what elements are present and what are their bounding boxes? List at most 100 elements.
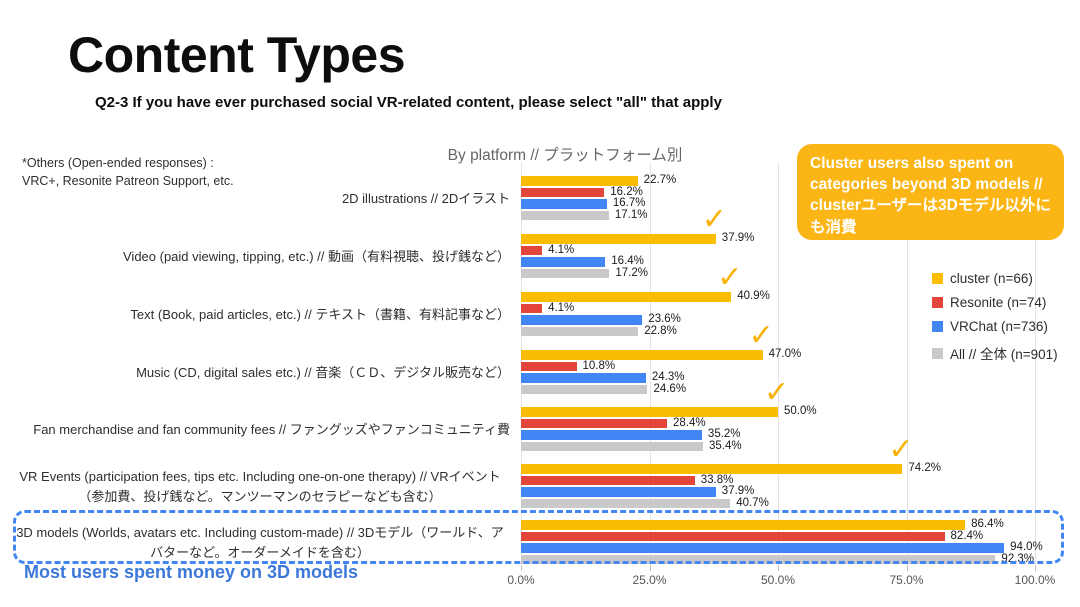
category-label: 2D illustrations // 2Dイラスト (341, 190, 510, 206)
bar-value-label: 16.2% (610, 185, 643, 198)
bar-value-label: 24.6% (653, 382, 687, 395)
bar-value-label: 22.8% (644, 324, 677, 337)
x-axis-tick: 75.0% (889, 573, 924, 587)
legend-item-vrchat: VRChat (n=736) (932, 319, 1058, 334)
bar-resonite (521, 245, 543, 255)
gridline (649, 162, 651, 566)
highlight-dashed-box (13, 510, 1064, 564)
bar-cluster (521, 464, 903, 474)
category-label: Video (paid viewing, tipping, etc.) // 動… (123, 248, 510, 264)
bar-value-label: 37.9% (721, 485, 755, 497)
bar-all (521, 326, 639, 336)
bar-value-label: 35.2% (707, 428, 741, 440)
bar-vrchat (521, 257, 606, 267)
bar-resonite (521, 475, 695, 485)
checkmark-icon: ✓ (717, 261, 743, 294)
others-note: *Others (Open-ended responses) : VRC+, R… (22, 155, 234, 190)
bar-all (521, 268, 610, 278)
bar-value-label: 22.7% (643, 174, 677, 186)
callout-box: Cluster users also spent on categories b… (797, 144, 1064, 240)
bar-resonite (521, 531, 945, 541)
axis-tickmark (521, 566, 522, 571)
category-label: 3D models (Worlds, avatars etc. Includin… (16, 525, 504, 560)
bar-cluster (521, 234, 716, 244)
bar-value-label: 40.7% (736, 496, 769, 509)
bar-all (521, 441, 703, 451)
legend-label-vrchat: VRChat (n=736) (950, 319, 1048, 334)
bar-value-label: 74.2% (908, 462, 941, 474)
category-label: Text (Book, paid articles, etc.) // テキスト… (130, 306, 510, 322)
axis-tickmark (906, 566, 908, 571)
bar-value-label: 47.0% (768, 348, 802, 360)
legend-swatch-vrchat (932, 321, 943, 332)
checkmark-icon: ✓ (748, 319, 774, 352)
chart-title: By platform // プラットフォーム別 (447, 147, 683, 164)
axis-tickmark (778, 566, 779, 571)
category-label: VR Events (participation fees, tips etc.… (19, 469, 501, 504)
bar-vrchat (521, 199, 607, 209)
bar-value-label: 4.1% (548, 301, 575, 314)
legend-swatch-resonite (932, 297, 943, 308)
category-label: Fan merchandise and fan community fees /… (33, 421, 510, 437)
checkmark-icon: ✓ (888, 433, 914, 466)
bar-value-label: 16.4% (611, 255, 644, 267)
bar-value-label: 82.4% (950, 529, 984, 542)
question-subtitle: Q2-3 If you have ever purchased social V… (95, 94, 722, 111)
category-label: Music (CD, digital sales etc.) // 音楽（ＣＤ、… (136, 364, 510, 380)
bar-value-label: 40.9% (737, 290, 770, 302)
bar-value-label: 17.1% (614, 208, 648, 221)
bar-value-label: 4.1% (548, 243, 575, 256)
bar-cluster (521, 292, 732, 302)
legend-item-cluster: cluster (n=66) (932, 271, 1058, 286)
bar-vrchat (521, 315, 643, 325)
legend-item-all: All // 全体 (n=901) (932, 343, 1058, 363)
axis-tickmark (1035, 566, 1036, 571)
checkmark-icon: ✓ (701, 203, 727, 236)
bar-value-label: 23.6% (648, 313, 681, 325)
legend-swatch-cluster (932, 273, 943, 284)
x-axis-tick: 0.0% (507, 573, 535, 587)
bar-value-label: 86.4% (971, 518, 1004, 530)
callout-text: Cluster users also spent on categories b… (810, 155, 1051, 236)
x-axis-tick: 25.0% (632, 573, 667, 587)
bar-value-label: 16.7% (612, 197, 646, 209)
x-axis-tick: 100.0% (1014, 573, 1056, 587)
gridline (906, 162, 908, 566)
bar-value-label: 50.0% (784, 405, 817, 417)
page-title: Content Types (68, 27, 406, 83)
gridline (1035, 162, 1036, 566)
bar-all (521, 498, 731, 508)
bar-value-label: 35.4% (708, 439, 742, 452)
bar-vrchat (521, 430, 702, 440)
bar-value-label: 10.8% (582, 359, 616, 372)
bar-value-label: 17.2% (615, 266, 649, 279)
bar-cluster (521, 520, 966, 530)
legend-label-cluster: cluster (n=66) (950, 271, 1033, 286)
legend-label-all: All // 全体 (n=901) (950, 347, 1058, 362)
bar-value-label: 33.8% (700, 473, 734, 486)
checkmark-icon: ✓ (764, 376, 790, 409)
bar-value-label: 28.4% (672, 416, 706, 429)
others-note-line-2: VRC+, Resonite Patreon Support, etc. (22, 173, 234, 188)
bar-vrchat (521, 373, 646, 383)
axis-tickmark (649, 566, 651, 571)
bar-vrchat (521, 487, 716, 497)
chart-legend: cluster (n=66) Resonite (n=74) VRChat (n=7… (932, 271, 1058, 372)
bar-resonite (521, 303, 543, 313)
bar-vrchat (521, 543, 1005, 553)
bar-cluster (521, 176, 638, 186)
legend-swatch-all (932, 347, 943, 359)
others-note-line-1: *Others (Open-ended responses) : (22, 156, 214, 170)
x-axis-tick: 50.0% (760, 573, 796, 587)
bar-all (521, 210, 609, 220)
bar-cluster (521, 350, 763, 360)
bar-all (521, 384, 648, 394)
bar-all (521, 554, 996, 564)
bar-resonite (521, 361, 577, 371)
bottom-note: Most users spent money on 3D models (24, 562, 359, 582)
gridline (778, 162, 779, 566)
legend-label-resonite: Resonite (n=74) (950, 295, 1047, 310)
bar-value-label: 24.3% (651, 371, 685, 383)
